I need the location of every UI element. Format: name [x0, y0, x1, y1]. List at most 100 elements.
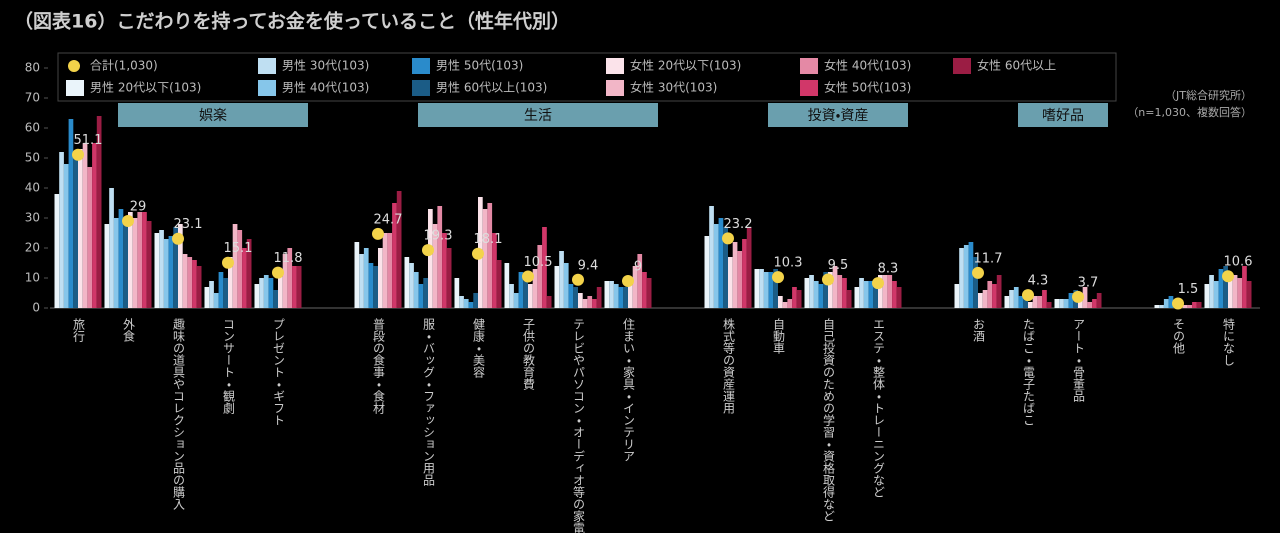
bar: [892, 281, 897, 308]
legend-swatch: [66, 80, 84, 96]
bar: [473, 293, 478, 308]
bar: [554, 266, 560, 308]
bar: [832, 266, 838, 308]
y-tick-label: 80: [25, 61, 40, 75]
x-tick-label: お酒: [972, 318, 986, 342]
legend-label: 女性 20代以下(103): [630, 59, 741, 73]
total-dot: [1022, 289, 1034, 302]
group-header: [1018, 103, 1108, 127]
bar: [113, 218, 119, 308]
bar: [878, 275, 883, 308]
bar: [1242, 266, 1247, 308]
bar: [437, 206, 443, 308]
bar: [863, 281, 869, 308]
bar: [1154, 305, 1160, 308]
total-dot: [222, 256, 234, 269]
bar: [1096, 293, 1102, 308]
group-label: 投資・資産: [808, 108, 869, 124]
data-label: 11.8: [274, 251, 303, 266]
bar: [1004, 296, 1010, 308]
data-label: 15.1: [224, 241, 253, 256]
bar: [542, 227, 547, 308]
bar: [187, 257, 193, 308]
bar: [73, 158, 78, 308]
bar: [378, 248, 383, 308]
bar: [282, 254, 288, 308]
bar: [78, 149, 83, 308]
bar: [813, 281, 819, 308]
bar: [796, 290, 802, 308]
y-tick-label: 50: [25, 151, 40, 165]
bar: [87, 167, 93, 308]
bar: [432, 224, 438, 308]
bar: [104, 224, 110, 308]
bar: [846, 290, 852, 308]
bar: [523, 281, 528, 308]
bar: [418, 284, 424, 308]
bar: [546, 296, 552, 308]
bar: [573, 287, 578, 308]
bar: [492, 233, 497, 308]
bar: [804, 278, 810, 308]
bar: [896, 287, 902, 308]
bar: [354, 242, 360, 308]
x-tick-label: 特になし: [1222, 317, 1236, 366]
bar: [182, 254, 188, 308]
x-tick-label: 株式等の資産運用: [722, 317, 736, 415]
bar: [1068, 293, 1074, 308]
bar: [1023, 296, 1028, 308]
bar: [482, 209, 488, 308]
total-dot: [372, 227, 384, 240]
group-header: [118, 103, 308, 127]
bar: [828, 272, 833, 308]
bar: [168, 236, 174, 308]
bar: [1032, 296, 1038, 308]
legend-label: 男性 40代(103): [282, 81, 369, 95]
bar: [532, 269, 538, 308]
group-label: 生活: [524, 108, 552, 124]
total-dot: [172, 232, 184, 245]
bar: [454, 278, 460, 308]
bar: [818, 284, 824, 308]
data-label: 11.7: [974, 251, 1003, 266]
bar: [173, 227, 178, 308]
legend-label: 女性 30代(103): [630, 81, 717, 95]
bar: [809, 275, 814, 308]
bar: [196, 266, 202, 308]
legend-marker: [68, 60, 80, 72]
bar: [704, 236, 710, 308]
bar: [142, 212, 147, 308]
data-label: 1.5: [1178, 282, 1199, 297]
bar: [723, 227, 728, 308]
bar: [363, 248, 369, 308]
legend-label: 女性 40代(103): [824, 59, 911, 73]
bar: [1246, 281, 1252, 308]
bar: [68, 119, 74, 308]
bar: [146, 221, 152, 308]
bar: [1163, 299, 1169, 308]
bar: [637, 254, 643, 308]
bar: [428, 209, 433, 308]
bar: [1187, 305, 1193, 308]
bar: [1209, 275, 1214, 308]
x-tick-label: 子供の教育費: [522, 318, 536, 391]
bar: [513, 293, 519, 308]
bar: [254, 284, 260, 308]
bar: [1192, 302, 1197, 308]
bar: [718, 218, 724, 308]
x-tick-label: 住まい・家具・インテリア: [622, 318, 636, 462]
bar: [1223, 266, 1228, 308]
bar: [413, 272, 419, 308]
x-tick-label: 服・バッグ・ファッション用品: [422, 318, 436, 486]
bar: [1009, 290, 1014, 308]
bar: [1046, 302, 1052, 308]
legend-swatch: [258, 80, 276, 96]
x-tick-label: テレビやパソコン・オーディオ等の家電製品: [572, 318, 586, 533]
bar: [296, 266, 302, 308]
group-label: 娯楽: [199, 108, 227, 124]
bar: [123, 224, 128, 308]
x-tick-label: たばこ・電子たばこ: [1022, 318, 1036, 426]
data-label: 9: [634, 260, 642, 275]
bar: [204, 287, 210, 308]
bar: [392, 203, 397, 308]
